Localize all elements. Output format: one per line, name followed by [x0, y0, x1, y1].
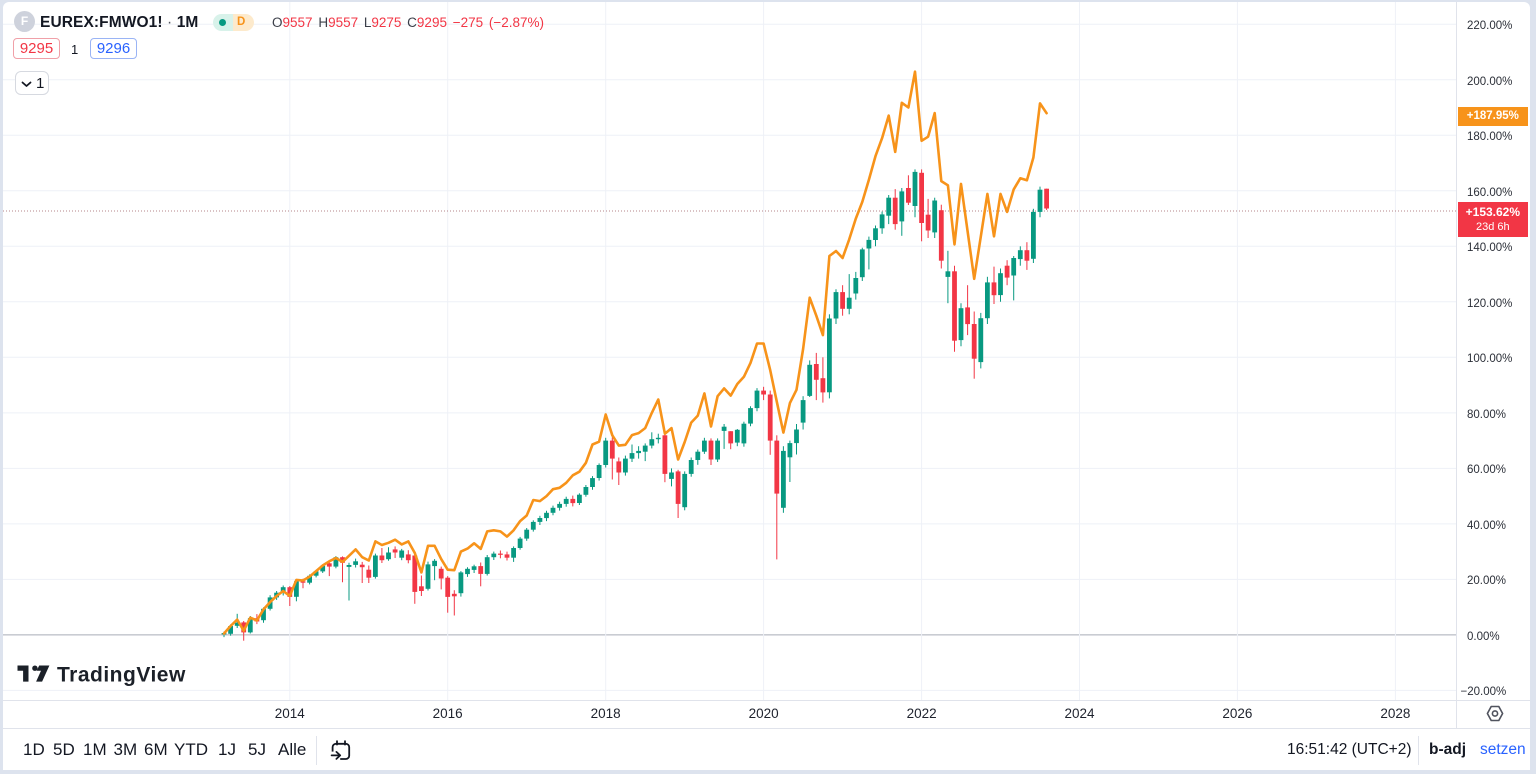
svg-text:TradingView: TradingView: [57, 665, 186, 686]
